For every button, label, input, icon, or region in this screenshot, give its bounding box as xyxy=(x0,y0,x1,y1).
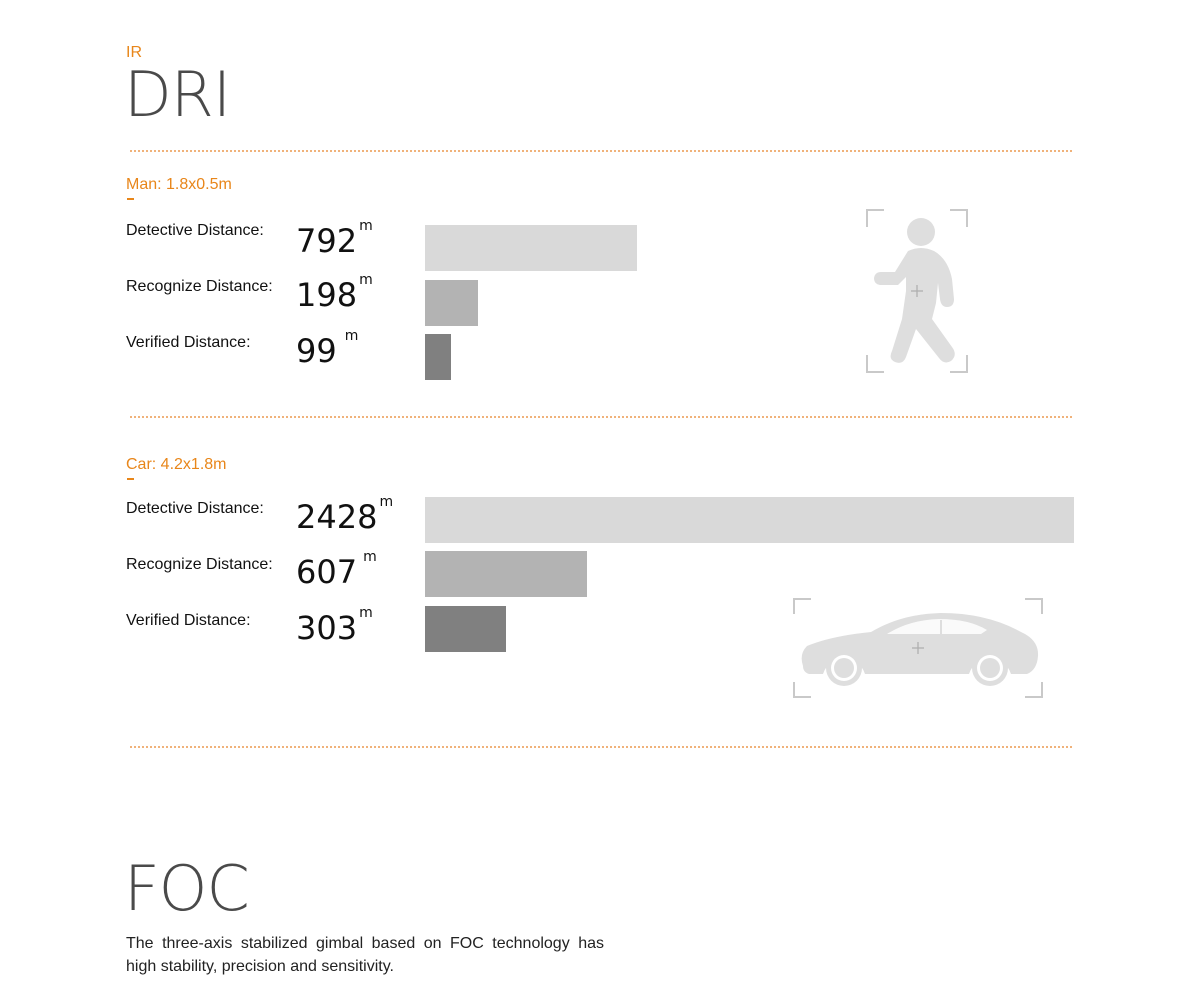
man-recognize-value: 198 m xyxy=(296,272,373,314)
bar-car-recognize xyxy=(425,551,587,597)
car-recognize-value: 607 m xyxy=(296,549,377,591)
eyebrow-label: IR xyxy=(126,44,142,61)
page-title: DRI xyxy=(124,58,231,131)
car-detective-value: 2428 m xyxy=(296,494,394,536)
man-detective-label: Detective Distance: xyxy=(126,222,264,239)
car-detective-label: Detective Distance: xyxy=(126,500,264,517)
man-verified-label: Verified Distance: xyxy=(126,334,251,351)
divider xyxy=(130,746,1072,748)
man-recognize-label: Recognize Distance: xyxy=(126,278,273,295)
divider xyxy=(130,416,1072,418)
foc-description: The three-axis stabilized gimbal based o… xyxy=(126,935,604,975)
man-verified-value: 99 m xyxy=(296,328,359,370)
car-verified-value: 303 m xyxy=(296,605,373,647)
bar-car-verified xyxy=(425,606,506,652)
car-recognize-label: Recognize Distance: xyxy=(126,556,273,573)
divider xyxy=(130,150,1072,152)
bar-man-detective xyxy=(425,225,637,271)
section-title-man: Man: 1.8x0.5m xyxy=(126,176,232,200)
man-detective-value: 792 m xyxy=(296,218,373,260)
car-icon xyxy=(793,598,1043,698)
bar-man-verified xyxy=(425,334,451,380)
bar-car-detective xyxy=(425,497,1074,543)
section-title-car: Car: 4.2x1.8m xyxy=(126,456,226,480)
car-verified-label: Verified Distance: xyxy=(126,612,251,629)
bar-man-recognize xyxy=(425,280,478,326)
walking-person-icon xyxy=(866,209,968,373)
foc-title: FOC xyxy=(124,852,250,925)
